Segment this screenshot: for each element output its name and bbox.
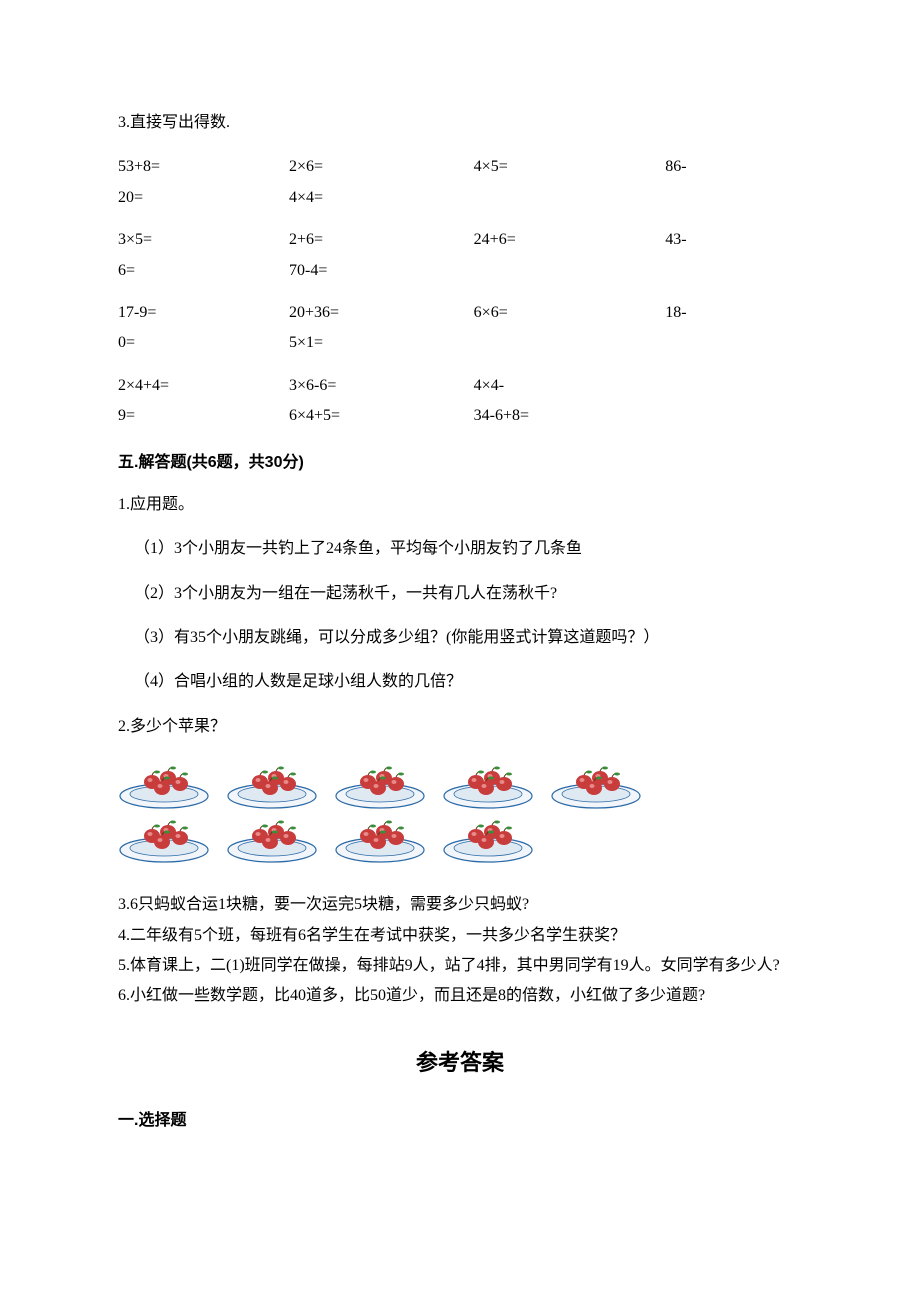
calc-cell: 6×6=	[474, 298, 666, 328]
word-problem-5: 5.体育课上，二(1)班同学在做操，每排站9人，站了4排，其中男同学有19人。女…	[118, 951, 802, 981]
word-problem-1-subitem: （4）合唱小组的人数是足球小组人数的几倍？	[118, 667, 802, 697]
apple-plate-icon	[550, 762, 640, 810]
plate-row	[118, 816, 802, 864]
calc-cell: 3×6-6=	[289, 371, 474, 401]
apple-plate-icon	[226, 762, 316, 810]
word-problem-6: 6.小红做一些数学题，比40道多，比50道少，而且还是8的倍数，小红做了多少道题…	[118, 981, 802, 1011]
calc-cell: 0=	[118, 328, 289, 358]
word-problem-3: 3.6只蚂蚁合运1块糖，要一次运完5块糖，需要多少只蚂蚁?	[118, 890, 802, 920]
calc-row: 2×4+4=3×6-6=4×4- 9=6×4+5=34-6+8=	[118, 371, 802, 432]
calc-cell	[665, 401, 802, 431]
calc-row: 17-9=20+36=6×6=18- 0=5×1=	[118, 298, 802, 359]
calc-cell: 6=	[118, 256, 289, 286]
word-problem-1-subitem: （1）3个小朋友一共钓上了24条鱼，平均每个小朋友钓了几条鱼	[118, 534, 802, 564]
calc-direct-title: 3.直接写出得数.	[118, 108, 802, 138]
apple-plates-figure	[118, 762, 802, 864]
calc-cell: 20=	[118, 183, 289, 213]
calc-cell	[474, 183, 666, 213]
answers-section-1-heading: 一.选择题	[118, 1106, 802, 1136]
calc-cell: 34-6+8=	[474, 401, 666, 431]
calc-cell: 2×4+4=	[118, 371, 289, 401]
calc-cell: 70-4=	[289, 256, 474, 286]
answers-heading: 参考答案	[118, 1042, 802, 1084]
calc-cell: 86-	[665, 152, 802, 182]
calc-cell: 3×5=	[118, 225, 289, 255]
calc-row: 3×5=2+6=24+6=43- 6=70-4=	[118, 225, 802, 286]
calc-grid-container: 53+8=2×6=4×5=86- 20=4×4=3×5=2+6=24+6=43- 6…	[118, 152, 802, 431]
word-problem-2-title: 2.多少个苹果？	[118, 712, 802, 742]
calc-cell: 20+36=	[289, 298, 474, 328]
calc-cell: 4×4-	[474, 371, 666, 401]
calc-cell: 2×6=	[289, 152, 474, 182]
section-5-heading: 五.解答题(共6题，共30分)	[118, 448, 802, 478]
calc-cell: 2+6=	[289, 225, 474, 255]
calc-cell	[665, 183, 802, 213]
calc-cell: 43-	[665, 225, 802, 255]
apple-plate-icon	[334, 762, 424, 810]
calc-cell: 53+8=	[118, 152, 289, 182]
calc-cell	[665, 328, 802, 358]
word-problem-1-subitem: （2）3个小朋友为一组在一起荡秋千，一共有几人在荡秋千?	[118, 579, 802, 609]
calc-row: 53+8=2×6=4×5=86- 20=4×4=	[118, 152, 802, 213]
word-problem-4: 4.二年级有5个班，每班有6名学生在考试中获奖，一共多少名学生获奖？	[118, 921, 802, 951]
calc-cell: 24+6=	[474, 225, 666, 255]
apple-plate-icon	[118, 762, 208, 810]
calc-cell	[665, 371, 802, 401]
calc-cell	[665, 256, 802, 286]
apple-plate-icon	[442, 762, 532, 810]
apple-plate-icon	[226, 816, 316, 864]
calc-cell	[474, 328, 666, 358]
plate-row	[118, 762, 802, 810]
calc-cell: 18-	[665, 298, 802, 328]
calc-cell: 9=	[118, 401, 289, 431]
word-problem-1-title: 1.应用题。	[118, 490, 802, 520]
calc-cell: 4×5=	[474, 152, 666, 182]
calc-cell: 4×4=	[289, 183, 474, 213]
apple-plate-icon	[334, 816, 424, 864]
calc-cell	[474, 256, 666, 286]
calc-cell: 6×4+5=	[289, 401, 474, 431]
word-problem-1-subitem: （3）有35个小朋友跳绳，可以分成多少组？(你能用竖式计算这道题吗？）	[118, 623, 802, 653]
apple-plate-icon	[442, 816, 532, 864]
calc-cell: 5×1=	[289, 328, 474, 358]
word-problem-1-items: （1）3个小朋友一共钓上了24条鱼，平均每个小朋友钓了几条鱼 （2）3个小朋友为一…	[118, 534, 802, 698]
apple-plate-icon	[118, 816, 208, 864]
calc-cell: 17-9=	[118, 298, 289, 328]
